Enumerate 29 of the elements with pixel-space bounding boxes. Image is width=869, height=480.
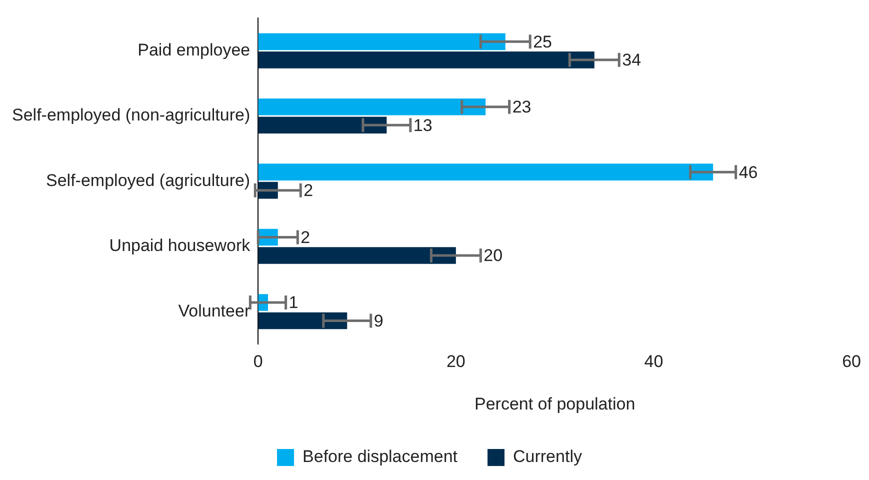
x-tick-label: 60 — [842, 352, 862, 372]
data-label: 13 — [413, 116, 432, 135]
bar — [258, 52, 594, 68]
data-label: 25 — [533, 32, 552, 52]
data-label: 1 — [288, 293, 298, 312]
bar — [258, 164, 714, 180]
bar — [258, 98, 486, 116]
x-tick-label: 20 — [446, 352, 466, 372]
data-label: 2 — [300, 228, 310, 247]
x-axis-title: Percent of population — [474, 394, 636, 414]
data-label: 9 — [374, 311, 384, 330]
data-label: 46 — [738, 162, 758, 182]
bar — [258, 116, 387, 134]
y-tick-label: Self-employed (agriculture) — [46, 170, 250, 190]
y-tick-label: Paid employee — [138, 40, 250, 60]
x-tick-label: 0 — [253, 352, 263, 372]
data-label: 23 — [512, 98, 532, 117]
bar — [258, 312, 348, 330]
data-label: 34 — [622, 50, 642, 70]
y-tick-label: Self-employed (non-agriculture) — [12, 106, 250, 125]
bar — [258, 247, 456, 264]
data-label: 2 — [304, 181, 314, 200]
legend-label: Currently — [513, 447, 582, 466]
x-tick-label: 40 — [644, 352, 664, 372]
data-label: 20 — [484, 246, 503, 266]
bar — [258, 33, 506, 50]
legend-label: Before displacement — [302, 447, 458, 466]
y-tick-label: Unpaid housework — [109, 236, 251, 256]
y-tick-label: Volunteer — [178, 301, 250, 320]
